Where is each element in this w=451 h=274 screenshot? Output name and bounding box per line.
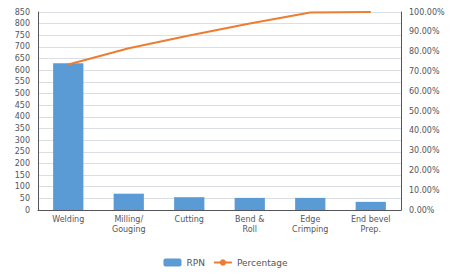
svg-text:850: 850 [15,8,30,17]
svg-text:Crimping: Crimping [292,225,328,234]
svg-text:300: 300 [15,136,30,145]
svg-text:End bevel: End bevel [351,215,391,224]
svg-text:0: 0 [25,206,30,215]
svg-text:150: 150 [15,171,30,180]
svg-text:Bend &: Bend & [235,215,264,224]
svg-text:10.00%: 10.00% [409,186,440,195]
svg-text:0.00%: 0.00% [409,206,435,215]
svg-text:250: 250 [15,147,30,156]
svg-text:Cutting: Cutting [175,215,204,224]
svg-text:Edge: Edge [300,215,320,224]
svg-text:50.00%: 50.00% [409,107,440,116]
svg-text:350: 350 [15,124,30,133]
svg-text:750: 750 [15,31,30,40]
svg-text:100.00%: 100.00% [409,8,445,17]
svg-text:Prep.: Prep. [361,225,381,234]
svg-text:30.00%: 30.00% [409,146,440,155]
svg-text:40.00%: 40.00% [409,126,440,135]
svg-text:Milling/: Milling/ [114,215,143,224]
svg-text:90.00%: 90.00% [409,27,440,36]
svg-text:600: 600 [15,66,30,75]
svg-text:70.00%: 70.00% [409,67,440,76]
svg-text:400: 400 [15,112,30,121]
svg-text:500: 500 [15,89,30,98]
svg-text:60.00%: 60.00% [409,87,440,96]
svg-text:700: 700 [15,42,30,51]
svg-text:80.00%: 80.00% [409,47,440,56]
svg-text:550: 550 [15,77,30,86]
svg-text:Percentage: Percentage [237,258,288,268]
svg-text:450: 450 [15,101,30,110]
svg-text:Gouging: Gouging [112,225,146,234]
svg-text:RPN: RPN [186,258,204,268]
svg-text:650: 650 [15,54,30,63]
svg-text:Welding: Welding [52,215,84,224]
svg-text:50: 50 [20,194,30,203]
svg-text:800: 800 [15,19,30,28]
svg-text:Roll: Roll [242,225,257,234]
svg-text:200: 200 [15,159,30,168]
svg-text:100: 100 [15,182,30,191]
svg-text:20.00%: 20.00% [409,166,440,175]
